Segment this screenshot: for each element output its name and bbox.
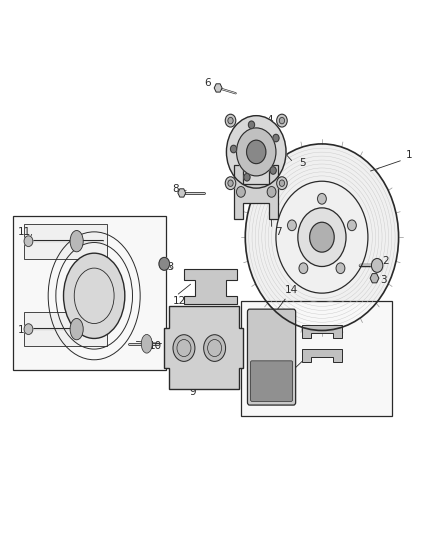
Circle shape bbox=[336, 263, 345, 273]
Circle shape bbox=[279, 117, 285, 124]
Circle shape bbox=[159, 257, 170, 270]
Polygon shape bbox=[234, 165, 278, 219]
Text: 12: 12 bbox=[173, 296, 186, 306]
Ellipse shape bbox=[141, 335, 152, 353]
Circle shape bbox=[247, 140, 266, 164]
Ellipse shape bbox=[70, 230, 83, 252]
Circle shape bbox=[277, 177, 287, 190]
Circle shape bbox=[24, 236, 33, 246]
Text: 10: 10 bbox=[149, 342, 162, 351]
Text: 13: 13 bbox=[162, 262, 175, 271]
Circle shape bbox=[228, 180, 233, 187]
Circle shape bbox=[228, 117, 233, 124]
Polygon shape bbox=[241, 301, 392, 416]
Polygon shape bbox=[302, 325, 342, 338]
Text: 1: 1 bbox=[406, 150, 413, 159]
Polygon shape bbox=[178, 189, 186, 197]
Text: 5: 5 bbox=[299, 158, 306, 167]
FancyBboxPatch shape bbox=[24, 224, 107, 259]
Text: 14: 14 bbox=[285, 286, 298, 295]
Polygon shape bbox=[184, 269, 237, 304]
Text: 2: 2 bbox=[382, 256, 389, 266]
Circle shape bbox=[226, 116, 286, 188]
Circle shape bbox=[318, 193, 326, 204]
Circle shape bbox=[24, 324, 33, 335]
Circle shape bbox=[237, 187, 245, 197]
Circle shape bbox=[310, 222, 334, 252]
Circle shape bbox=[371, 259, 383, 272]
Text: 4: 4 bbox=[266, 115, 273, 125]
Circle shape bbox=[225, 177, 236, 190]
Circle shape bbox=[277, 114, 287, 127]
Circle shape bbox=[267, 187, 276, 197]
Circle shape bbox=[273, 134, 279, 142]
Circle shape bbox=[248, 121, 254, 128]
Polygon shape bbox=[302, 349, 342, 362]
Polygon shape bbox=[214, 84, 222, 92]
FancyBboxPatch shape bbox=[24, 312, 107, 346]
Circle shape bbox=[230, 146, 237, 153]
FancyBboxPatch shape bbox=[247, 309, 296, 405]
Circle shape bbox=[225, 114, 236, 127]
Text: 9: 9 bbox=[189, 387, 196, 397]
Circle shape bbox=[299, 263, 308, 273]
Circle shape bbox=[237, 128, 276, 176]
Circle shape bbox=[288, 220, 297, 231]
FancyBboxPatch shape bbox=[251, 361, 293, 401]
Circle shape bbox=[270, 167, 276, 174]
Circle shape bbox=[298, 208, 346, 266]
Text: 6: 6 bbox=[205, 78, 212, 87]
Circle shape bbox=[173, 335, 195, 361]
Ellipse shape bbox=[70, 319, 83, 340]
Circle shape bbox=[244, 174, 250, 181]
Text: 11: 11 bbox=[18, 326, 31, 335]
Text: 8: 8 bbox=[172, 184, 179, 194]
Polygon shape bbox=[370, 273, 379, 283]
Circle shape bbox=[204, 335, 226, 361]
Circle shape bbox=[279, 180, 285, 187]
Text: 7: 7 bbox=[275, 227, 282, 237]
Polygon shape bbox=[164, 306, 243, 389]
Polygon shape bbox=[13, 216, 166, 370]
Text: 11: 11 bbox=[18, 227, 31, 237]
Text: 3: 3 bbox=[380, 275, 387, 285]
Ellipse shape bbox=[64, 253, 125, 338]
Circle shape bbox=[245, 144, 399, 330]
Text: 15: 15 bbox=[258, 390, 272, 399]
Circle shape bbox=[347, 220, 356, 231]
